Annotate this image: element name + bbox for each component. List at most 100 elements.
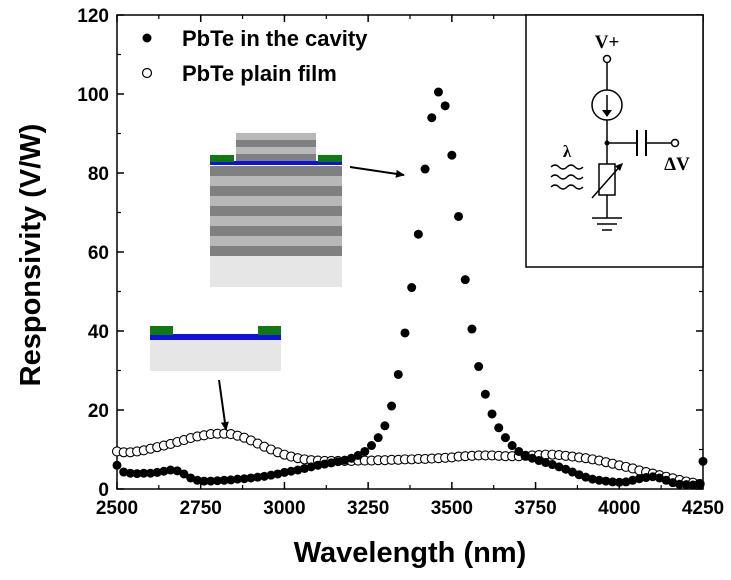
cavity-point: [279, 467, 289, 477]
cavity-point: [480, 389, 490, 399]
cavity-point: [206, 476, 216, 486]
cavity-point: [286, 466, 296, 476]
y-tick-label: 100: [77, 85, 109, 106]
cavity-point: [192, 475, 202, 485]
top-mirror-stack: [236, 133, 316, 161]
circuit-light-label: λ: [563, 142, 572, 161]
y-tick-label: 120: [77, 6, 109, 27]
legend-marker-cavity: [142, 33, 152, 43]
cavity-point: [413, 229, 423, 239]
cavity-contact-right: [318, 155, 342, 162]
cavity-point: [641, 473, 651, 483]
cavity-point: [313, 460, 323, 470]
top-mirror-layer: [236, 147, 316, 154]
top-mirror-layer: [236, 154, 316, 161]
cavity-point: [420, 164, 430, 174]
cavity-point: [487, 409, 497, 419]
x-tick-label: 3750: [514, 498, 556, 519]
cavity-substrate: [210, 256, 342, 287]
mirror-layer: [210, 216, 342, 226]
mirror-layer: [210, 226, 342, 236]
plain-contact-right: [258, 326, 281, 335]
cavity-point: [688, 480, 698, 490]
circuit-supply-label: V+: [595, 32, 620, 53]
cavity-point: [166, 465, 176, 475]
plain-substrate: [150, 340, 281, 371]
cavity-contact-left: [210, 155, 234, 162]
cavity-point: [152, 467, 162, 477]
cavity-point: [467, 324, 477, 334]
legend-label-cavity: PbTe in the cavity: [182, 26, 368, 51]
cavity-point: [427, 113, 437, 123]
mirror-layer: [210, 176, 342, 186]
x-tick-label: 3500: [431, 498, 473, 519]
y-tick-label: 0: [98, 480, 109, 501]
cavity-point: [494, 423, 504, 433]
legend-marker-plain: [141, 67, 153, 79]
cavity-point: [474, 362, 484, 372]
cavity-point: [360, 446, 370, 456]
x-tick-label: 4000: [598, 498, 640, 519]
supply-terminal-icon: [602, 54, 612, 64]
cavity-point: [514, 446, 524, 456]
plain-contact-left: [150, 326, 173, 335]
cavity-point: [125, 468, 135, 478]
top-mirror-layer: [236, 140, 316, 147]
cavity-point: [695, 479, 705, 489]
cavity-point: [500, 433, 510, 443]
cavity-point: [366, 441, 376, 451]
cavity-point: [199, 476, 209, 486]
axis-ticks: 2500 2750 3000 3250 3500 3750 4000 4250 0 20 40 60 8…: [77, 6, 724, 519]
x-axis-label: Wavelength (nm): [294, 537, 527, 569]
arrow-to-plain-film-curve: [218, 379, 229, 431]
cavity-point: [132, 469, 142, 479]
top-mirror-layer: [236, 133, 316, 140]
photoresistor-variable-arrow-icon: [591, 163, 623, 199]
x-tick-label: 3250: [347, 498, 389, 519]
cavity-point: [119, 467, 129, 477]
cavity-point: [614, 477, 624, 487]
cavity-point: [172, 466, 182, 476]
cavity-structure-schematic: [210, 133, 342, 287]
cavity-point: [460, 275, 470, 285]
cavity-point: [373, 433, 383, 443]
bottom-mirror-stack: [210, 166, 342, 256]
cavity-point: [139, 468, 149, 478]
y-tick-label: 20: [88, 401, 109, 422]
y-tick-label: 80: [88, 164, 109, 185]
mirror-layer: [210, 166, 342, 176]
cavity-point: [648, 472, 658, 482]
x-tick-label: 2750: [180, 498, 222, 519]
cavity-point: [447, 150, 457, 160]
cavity-point: [681, 480, 691, 490]
cavity-point: [233, 474, 243, 484]
x-tick-label: 4250: [682, 498, 724, 519]
mirror-layer: [210, 196, 342, 206]
cavity-point: [440, 101, 450, 111]
light-wave-2-icon: [550, 174, 584, 180]
y-tick-label: 40: [88, 322, 109, 343]
cavity-point: [353, 450, 363, 460]
cavity-point: [259, 471, 269, 481]
cavity-pbte-layer: [210, 161, 342, 165]
cavity-point: [400, 328, 410, 338]
light-wave-1-icon: [550, 164, 584, 170]
data-layer: [111, 87, 708, 490]
x-tick-label: 2500: [96, 498, 138, 519]
cavity-point: [698, 456, 708, 466]
cavity-point: [380, 421, 390, 431]
cavity-point: [407, 283, 417, 293]
mirror-layer: [210, 206, 342, 216]
cavity-point: [159, 466, 169, 476]
cavity-point: [634, 474, 644, 484]
legend: PbTe in the cavity PbTe plain film: [141, 26, 368, 86]
mirror-layer: [210, 236, 342, 246]
cavity-point: [212, 476, 222, 486]
current-source-arrowhead-icon: [602, 110, 612, 117]
circuit-inset: V+ ΔV λ: [525, 14, 704, 268]
cavity-point: [387, 401, 397, 411]
photoresistor-arrowhead-icon: [615, 163, 623, 171]
cavity-point: [326, 458, 336, 468]
legend-label-plain: PbTe plain film: [182, 61, 337, 86]
